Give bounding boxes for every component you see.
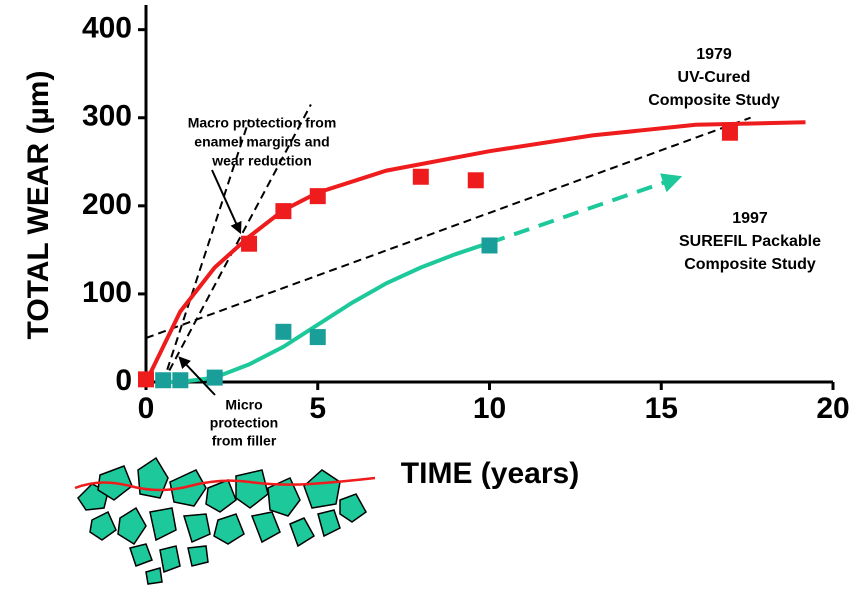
y-tick-label: 0 [115, 364, 132, 397]
annotation: 1979 [696, 46, 732, 63]
annotation: from filler [212, 433, 277, 449]
data-point [155, 372, 172, 389]
x-tick-label: 5 [309, 392, 326, 425]
fit-curve [163, 240, 491, 384]
x-tick-label: 15 [645, 392, 678, 425]
data-point [412, 168, 429, 185]
tangent-line [145, 116, 751, 339]
tangent-line [162, 119, 251, 383]
annotation: Micro [225, 397, 262, 413]
projection-arrow [488, 173, 683, 245]
annotation: Macro protection from [188, 115, 337, 131]
pointer [178, 356, 216, 396]
x-tick-label: 10 [473, 392, 506, 425]
data-point [241, 235, 258, 252]
tangent-line [162, 104, 312, 383]
data-point [206, 369, 223, 386]
annotation: 1997 [732, 210, 768, 227]
x-tick-label: 0 [138, 392, 155, 425]
data-point [172, 372, 189, 389]
data-point [467, 172, 484, 189]
fit-curve [144, 120, 806, 383]
y-tick-label: 300 [82, 100, 132, 133]
x-tick-label: 20 [816, 392, 849, 425]
annotation: enamel margins and [194, 134, 329, 150]
y-tick-label: 400 [82, 12, 132, 45]
annotation: Composite Study [684, 256, 816, 273]
annotation: protection [210, 415, 278, 431]
data-point [275, 203, 292, 220]
y-tick-label: 100 [82, 276, 132, 309]
data-point [721, 124, 738, 141]
y-tick-label: 200 [82, 188, 132, 221]
pointer [211, 169, 242, 235]
annotations: 1979 UV-Cured Composite Study 1997 SUREF… [178, 46, 821, 449]
data-point [138, 371, 154, 388]
data-point [309, 329, 326, 346]
y-axis-label: TOTAL WEAR (µm) [22, 71, 55, 340]
annotation: SUREFIL Packable [679, 233, 821, 250]
data-point [481, 237, 498, 254]
annotation: wear reduction [211, 153, 312, 169]
filler-illustration [74, 456, 376, 585]
data-point [275, 323, 292, 340]
x-axis-label: TIME (years) [401, 457, 579, 490]
annotation: Composite Study [648, 92, 780, 109]
data-point [309, 188, 326, 205]
annotation: UV-Cured [678, 69, 751, 86]
